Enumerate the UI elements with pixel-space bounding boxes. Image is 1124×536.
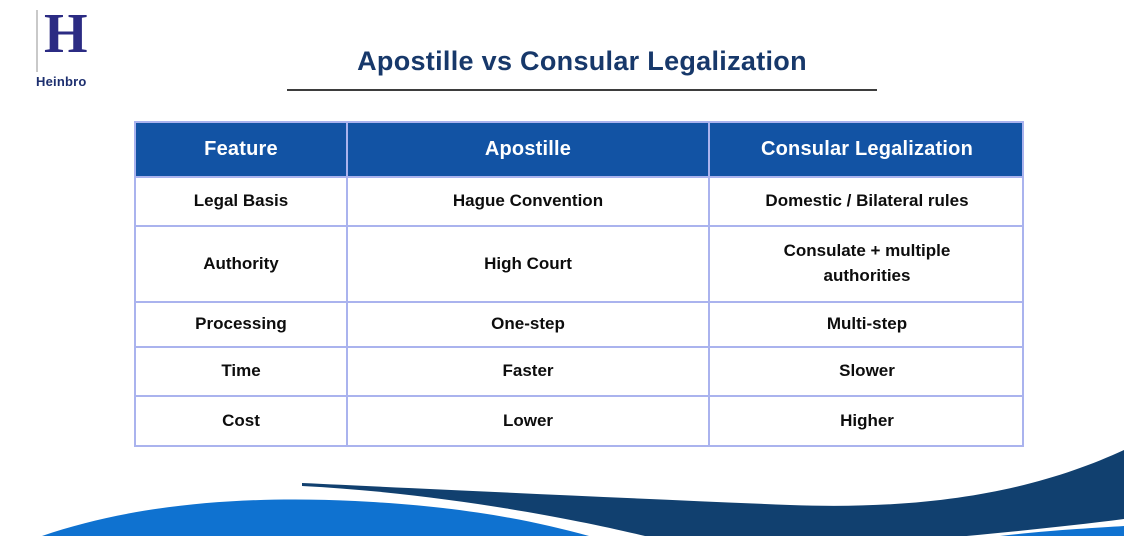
title-block: Apostille vs Consular Legalization xyxy=(287,46,877,91)
cell-consular: Higher xyxy=(708,397,1024,445)
cell-consular: Consulate + multiple authorities xyxy=(708,227,1024,301)
cell-consular: Domestic / Bilateral rules xyxy=(708,178,1024,225)
cell-apostille: Faster xyxy=(346,348,708,395)
comparison-table: Feature Apostille Consular Legalization … xyxy=(134,121,1024,447)
column-header-apostille: Apostille xyxy=(346,123,708,176)
logo-divider-bar xyxy=(36,10,38,72)
cell-feature: Legal Basis xyxy=(193,191,289,211)
cell-apostille: One-step xyxy=(346,303,708,346)
cell-feature: Cost xyxy=(222,410,260,430)
cell-feature: Time xyxy=(221,361,261,381)
cell-apostille: Hague Convention xyxy=(346,178,708,225)
column-header-feature: Feature xyxy=(204,138,278,160)
table-row-legal-basis: Legal Basis Hague Convention Domestic / … xyxy=(136,176,1022,225)
wave-navy-ribbon xyxy=(302,450,1124,536)
cell-consular: Multi-step xyxy=(708,303,1024,346)
table-row-processing: Processing One-step Multi-step xyxy=(136,301,1022,346)
wave-bright-blue xyxy=(42,499,1124,536)
page-title: Apostille vs Consular Legalization xyxy=(357,46,807,76)
table-header-row: Feature Apostille Consular Legalization xyxy=(136,123,1022,176)
cell-apostille: Lower xyxy=(346,397,708,445)
table-row-cost: Cost Lower Higher xyxy=(136,395,1022,445)
column-header-consular: Consular Legalization xyxy=(708,123,1024,176)
logo-h-monogram: H xyxy=(44,3,88,65)
cell-apostille: High Court xyxy=(346,227,708,301)
brand-name: Heinbro xyxy=(36,74,87,89)
cell-consular: Slower xyxy=(708,348,1024,395)
cell-feature: Processing xyxy=(195,314,287,334)
table-row-authority: Authority High Court Consulate + multipl… xyxy=(136,225,1022,301)
cell-feature: Authority xyxy=(203,253,279,273)
table-row-time: Time Faster Slower xyxy=(136,346,1022,395)
